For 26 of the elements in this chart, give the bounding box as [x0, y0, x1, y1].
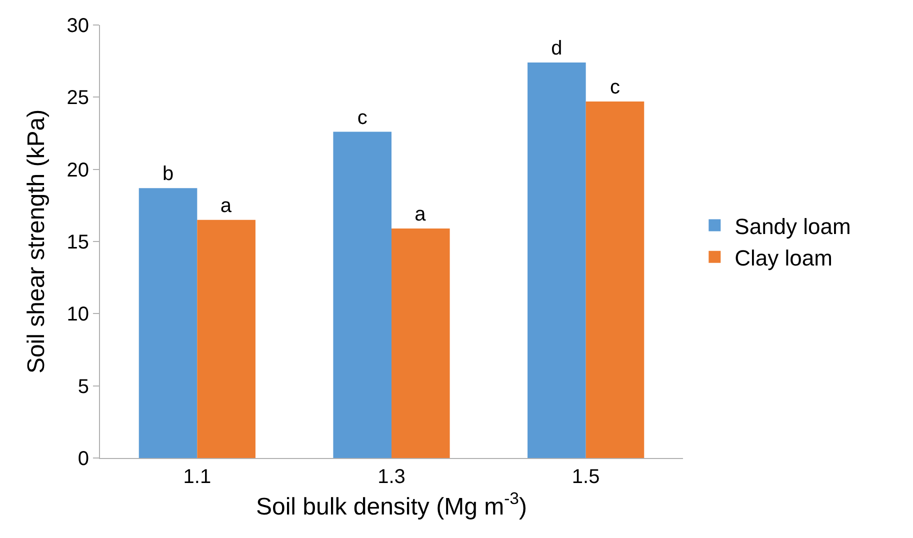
- data-label: c: [610, 76, 620, 98]
- data-label: a: [414, 204, 427, 226]
- y-tick-label: 25: [66, 87, 89, 110]
- bar: [197, 220, 256, 458]
- bar: [586, 102, 644, 458]
- x-axis-title: Soil bulk density (Mg m$^{-3}$): [256, 489, 528, 520]
- data-label: c: [357, 106, 368, 129]
- y-tick-label: 5: [78, 376, 89, 398]
- x-tick-label: 1.5: [572, 466, 600, 488]
- bar: [528, 62, 586, 458]
- bar: [333, 132, 392, 458]
- data-label: a: [220, 194, 232, 217]
- data-label: b: [162, 163, 174, 186]
- y-tick-label: 0: [78, 448, 89, 470]
- legend-label: Sandy loam: [734, 214, 851, 239]
- bar: [392, 228, 450, 458]
- x-tick-label: 1.1: [183, 466, 212, 488]
- y-tick-label: 20: [66, 159, 89, 182]
- y-tick-label: 15: [66, 232, 89, 254]
- y-tick-label: 30: [66, 15, 89, 37]
- legend-label: Clay loam: [734, 245, 832, 270]
- x-tick-label: 1.3: [378, 466, 406, 488]
- bar: [138, 188, 198, 458]
- data-label: d: [551, 38, 562, 60]
- y-axis-title: Soil shear strength (kPa): [22, 109, 50, 374]
- y-tick-label: 10: [66, 304, 89, 326]
